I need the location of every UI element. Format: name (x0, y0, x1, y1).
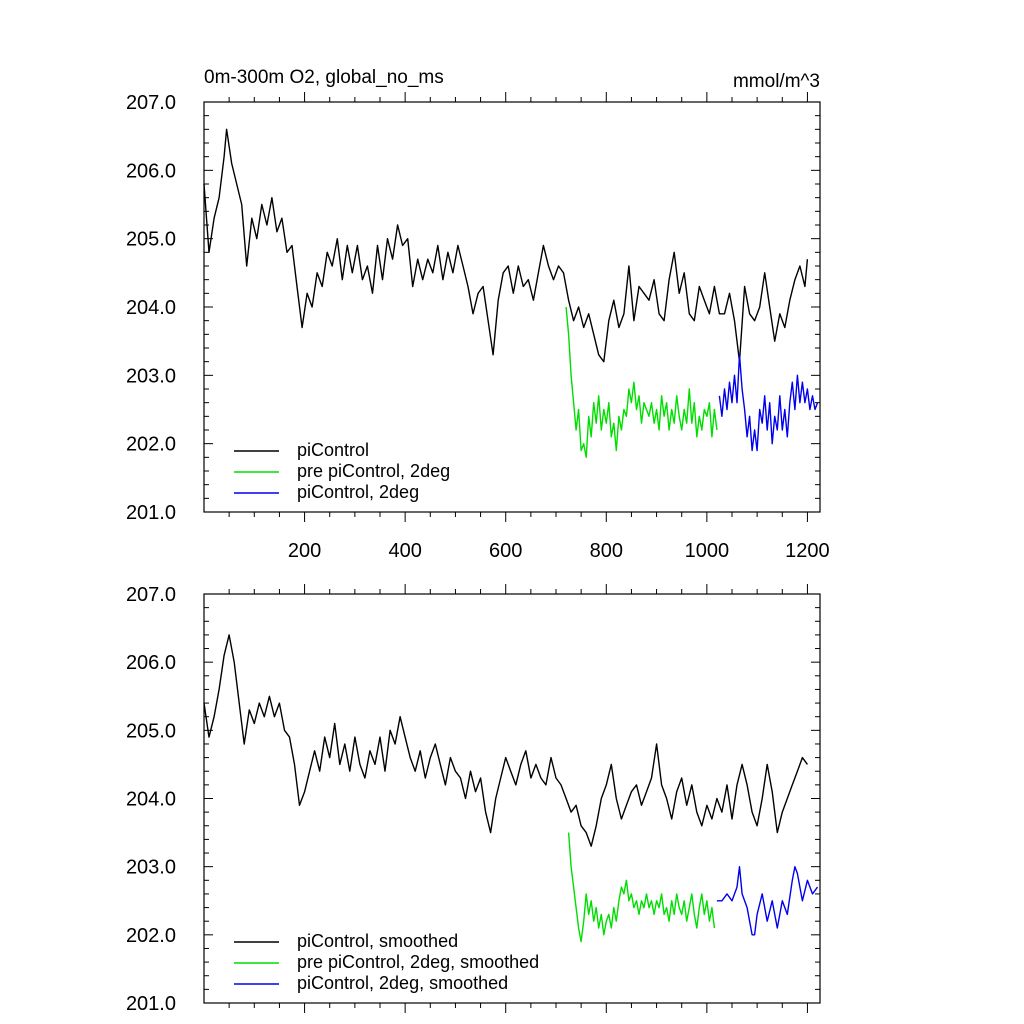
series-line-2 (565, 306, 718, 458)
series-line-1 (203, 634, 808, 847)
x-tick-label: 800 (590, 540, 623, 562)
y-tick-label: 206.0 (126, 652, 176, 674)
y-tick-label: 207.0 (126, 584, 176, 606)
x-tick-label: 600 (489, 540, 522, 562)
x-tick-label: 400 (388, 540, 421, 562)
legend-label-3: piControl, 2deg (297, 482, 419, 502)
figure-title-left: 0m-300m O2, global_no_ms (204, 67, 444, 88)
y-tick-label: 203.0 (126, 857, 176, 879)
x-tick-label: 200 (288, 540, 321, 562)
legend-label-2: pre piControl, 2deg, smoothed (297, 952, 539, 972)
top-panel: 201.0 202.0 203.0 204.0 205.0 206.0 207.0 200 40… (126, 92, 830, 562)
series-line-3 (718, 354, 819, 452)
x-tick-label: 1000 (685, 540, 730, 562)
y-tick-label: 203.0 (126, 365, 176, 387)
y-tick-label: 201.0 (126, 502, 176, 524)
y-tick-label: 205.0 (126, 229, 176, 251)
series-line-3 (716, 866, 819, 936)
y-tick-label: 201.0 (126, 993, 176, 1015)
y-tick-label: 202.0 (126, 434, 176, 456)
legend-label-1: piControl, smoothed (297, 931, 458, 951)
y-tick-label: 205.0 (126, 720, 176, 742)
legend-label-2: pre piControl, 2deg (297, 461, 450, 481)
bottom-panel: 201.0 202.0 203.0 204.0 205.0 206.0 207.0 piCon… (126, 584, 821, 1015)
y-tick-label: 206.0 (126, 160, 176, 182)
series-line-1 (203, 128, 809, 363)
y-tick-label: 204.0 (126, 789, 176, 811)
series-line-2 (567, 832, 716, 943)
y-tick-label: 202.0 (126, 925, 176, 947)
legend-label-3: piControl, 2deg, smoothed (297, 973, 508, 993)
figure-title-right: mmol/m^3 (733, 71, 820, 92)
legend-label-1: piControl (297, 440, 369, 460)
y-tick-label: 207.0 (126, 92, 176, 114)
y-tick-label: 204.0 (126, 297, 176, 319)
x-tick-label: 1200 (785, 540, 830, 562)
